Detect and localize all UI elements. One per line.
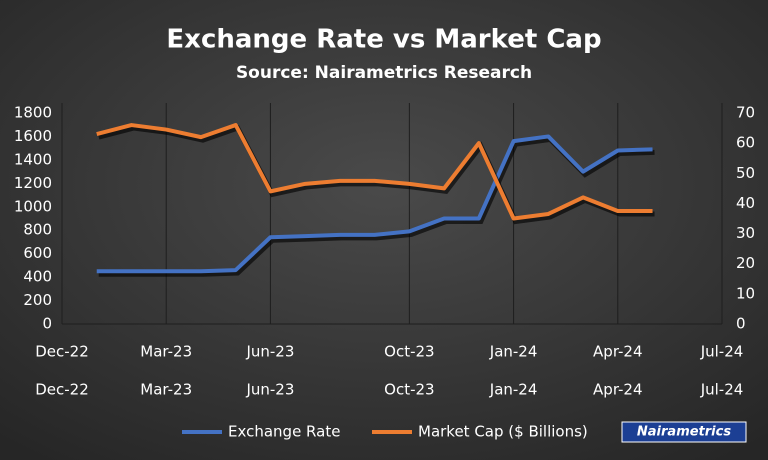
x-tick-label: Dec-22 — [35, 343, 89, 361]
x2-tick-label: Oct-23 — [384, 381, 434, 399]
y2-tick-label: 20 — [736, 254, 755, 272]
legend-label: Exchange Rate — [228, 423, 340, 441]
y-tick-label: 1600 — [14, 127, 52, 145]
line-shadow — [98, 124, 655, 225]
x2-tick-label: Jul-24 — [700, 381, 744, 399]
x2-tick-label: Jun-23 — [245, 381, 294, 399]
y-tick-label: 1800 — [14, 104, 52, 122]
line — [96, 134, 653, 274]
x-tick-label: Jun-23 — [245, 343, 294, 361]
y2-tick-label: 0 — [736, 315, 746, 333]
y-tick-label: 400 — [23, 268, 52, 286]
chart-subtitle: Source: Nairametrics Research — [236, 63, 532, 83]
x2-tick-label: Jan-24 — [489, 381, 538, 399]
x-tick-label: Mar-23 — [140, 343, 192, 361]
y2-tick-label: 50 — [736, 164, 755, 182]
y-tick-label: 1000 — [14, 197, 52, 215]
y-tick-label: 0 — [42, 315, 52, 333]
y-tick-label: 600 — [23, 244, 52, 262]
chart-title: Exchange Rate vs Market Cap — [166, 25, 601, 55]
x-tick-label: Oct-23 — [384, 343, 434, 361]
logo: Nairametrics — [637, 425, 731, 440]
y-tick-label: 1200 — [14, 174, 52, 192]
legend-label: Market Cap ($ Billions) — [418, 423, 588, 441]
y-tick-label: 1400 — [14, 150, 52, 168]
line — [96, 123, 653, 221]
y2-tick-label: 10 — [736, 284, 755, 302]
logo-box — [621, 421, 747, 443]
x-tick-label: Jan-24 — [489, 343, 538, 361]
y-tick-label: 200 — [23, 291, 52, 309]
x2-tick-label: Mar-23 — [140, 381, 192, 399]
y2-tick-label: 60 — [736, 134, 755, 152]
y2-tick-label: 30 — [736, 224, 755, 242]
x-tick-label: Apr-24 — [593, 343, 643, 361]
y2-tick-label: 70 — [736, 104, 755, 122]
y-tick-label: 800 — [23, 221, 52, 239]
x2-tick-label: Dec-22 — [35, 381, 89, 399]
x2-tick-label: Apr-24 — [593, 381, 643, 399]
x-tick-label: Jul-24 — [700, 343, 744, 361]
y2-tick-label: 40 — [736, 194, 755, 212]
